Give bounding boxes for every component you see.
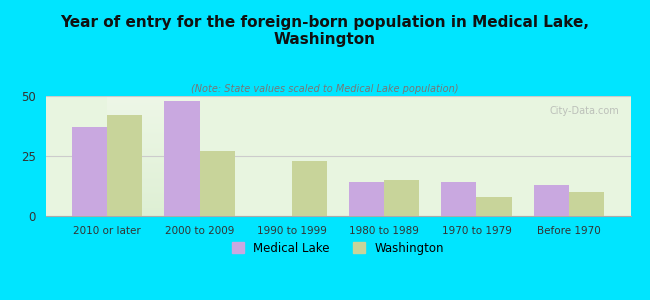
Bar [476, 197, 512, 216]
Bar [107, 115, 142, 216]
Text: (Note: State values scaled to Medical Lake population): (Note: State values scaled to Medical La… [191, 84, 459, 94]
Bar [200, 151, 235, 216]
Bar [534, 185, 569, 216]
Bar [72, 127, 107, 216]
Bar [441, 182, 476, 216]
Bar [569, 192, 604, 216]
Text: City-Data.com: City-Data.com [549, 106, 619, 116]
Legend: Medical Lake, Washington: Medical Lake, Washington [226, 236, 450, 260]
Bar [292, 161, 327, 216]
Text: Year of entry for the foreign-born population in Medical Lake,
Washington: Year of entry for the foreign-born popul… [60, 15, 590, 47]
Bar [349, 182, 384, 216]
Bar [384, 180, 419, 216]
Bar [164, 101, 200, 216]
